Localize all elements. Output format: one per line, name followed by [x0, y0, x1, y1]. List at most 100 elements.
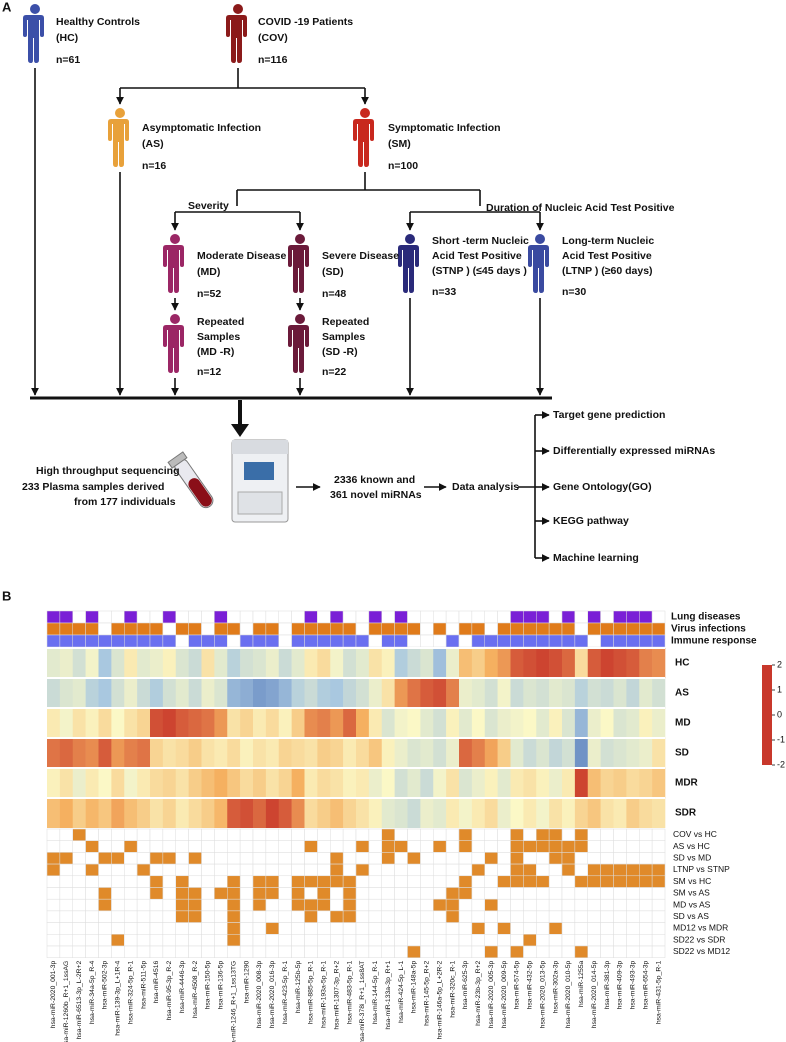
comparison-grid — [111, 863, 125, 877]
comparison-grid — [407, 910, 421, 923]
comparison-grid — [574, 887, 588, 900]
comparison-grid — [651, 910, 666, 923]
heatmap-cell — [523, 768, 537, 798]
comparison-grid — [420, 898, 434, 912]
comparison-grid — [111, 875, 125, 888]
comparison-grid — [98, 934, 112, 947]
comparison-label: SD22 vs MD12 — [673, 946, 730, 956]
comparison-hit — [523, 934, 537, 947]
comparison-grid — [561, 910, 576, 923]
comparison-grid — [394, 922, 408, 935]
comparison-grid — [639, 934, 653, 947]
comparison-grid — [471, 828, 485, 841]
group-name: Asymptomatic Infection — [142, 122, 261, 134]
comparison-grid — [458, 863, 473, 877]
heatmap-cell — [639, 648, 653, 678]
comparison-hit — [149, 875, 164, 888]
annotation-cell — [497, 634, 511, 648]
comparison-grid — [304, 922, 318, 935]
comparison-hit — [381, 852, 395, 865]
annotation-cell — [252, 610, 267, 624]
comparison-grid — [600, 898, 614, 912]
comparison-grid — [484, 887, 498, 900]
heatmap-cell — [201, 678, 215, 708]
comparison-grid — [613, 910, 627, 923]
heatmap-cell — [240, 708, 254, 738]
comparison-hit — [162, 852, 176, 865]
heatmap-cell — [253, 768, 267, 798]
comparison-grid — [497, 840, 511, 853]
annotation-cell — [394, 634, 408, 648]
heatmap-cell — [137, 708, 151, 738]
comparison-grid — [471, 852, 485, 865]
comparison-grid — [278, 828, 292, 841]
annotation-cell — [407, 610, 421, 624]
comparison-grid — [626, 934, 640, 947]
group-abbr: (SM) — [388, 138, 411, 150]
comparison-grid — [111, 910, 125, 923]
comparison-grid — [59, 887, 73, 900]
comparison-grid — [342, 922, 357, 935]
heatmap-cell — [484, 648, 498, 678]
comparison-hit — [536, 840, 550, 853]
heatmap-cell — [497, 798, 511, 828]
heatmap-cell — [59, 738, 74, 768]
comparison-grid — [278, 875, 292, 888]
annotation-cell — [626, 610, 640, 624]
annotation-cell — [46, 610, 61, 624]
comparison-grid — [188, 840, 202, 853]
annotation-cell — [124, 622, 138, 636]
comparison-grid — [445, 945, 460, 958]
annotation-cell — [317, 622, 331, 636]
comparison-grid — [239, 945, 254, 958]
comparison-grid — [252, 934, 267, 947]
comparison-hit — [458, 840, 473, 853]
heatmap-cell — [562, 798, 576, 828]
analysis-output: Differentially expressed miRNAs — [553, 445, 715, 457]
annotation-cell — [72, 610, 86, 624]
comparison-grid — [278, 898, 292, 912]
heatmap-cell — [240, 648, 254, 678]
annotation-cell — [600, 610, 614, 624]
comparison-grid — [458, 852, 473, 865]
comparison-grid — [175, 863, 189, 877]
comparison-grid — [124, 852, 138, 865]
heatmap-cell — [587, 708, 601, 738]
heatmap-cell — [446, 738, 460, 768]
comparison-grid — [342, 852, 357, 865]
comparison-hit — [188, 910, 202, 923]
heatmap-cell — [240, 798, 254, 828]
comparison-hit — [175, 887, 189, 900]
row-label: SD — [675, 748, 689, 759]
annotation-cell — [162, 634, 176, 648]
comparison-label: SM vs HC — [673, 876, 711, 886]
comparison-grid — [252, 945, 267, 958]
heatmap-cell — [639, 678, 653, 708]
comparison-grid — [111, 840, 125, 853]
annotation-cell — [188, 634, 202, 648]
comparison-hit — [188, 887, 202, 900]
comparison-grid — [458, 922, 473, 935]
comparison-grid — [85, 875, 99, 888]
group-name: Samples — [322, 331, 365, 343]
comparison-grid — [214, 828, 228, 841]
heatmap-cell — [368, 768, 383, 798]
heatmap-cell — [446, 798, 460, 828]
colorbar-tick-label: 1 — [777, 684, 782, 694]
annotation-cell — [278, 610, 292, 624]
comparison-hit — [227, 875, 241, 888]
comparison-grid — [471, 910, 485, 923]
column-label: hsa-miR-493-3p — [630, 960, 637, 1009]
comparison-grid — [278, 863, 292, 877]
comparison-grid — [433, 863, 447, 877]
heatmap-cell — [330, 738, 344, 768]
comparison-grid — [278, 887, 292, 900]
column-label: hsa-miR-431-5p_R-1 — [655, 960, 662, 1024]
heatmap-cell — [59, 798, 74, 828]
heatmap-cell — [407, 798, 421, 828]
heatmap-cell — [124, 738, 138, 768]
annotation-cell — [639, 622, 653, 636]
comparison-hit — [227, 898, 241, 912]
heatmap-cell — [291, 768, 305, 798]
comparison-grid — [304, 863, 318, 877]
